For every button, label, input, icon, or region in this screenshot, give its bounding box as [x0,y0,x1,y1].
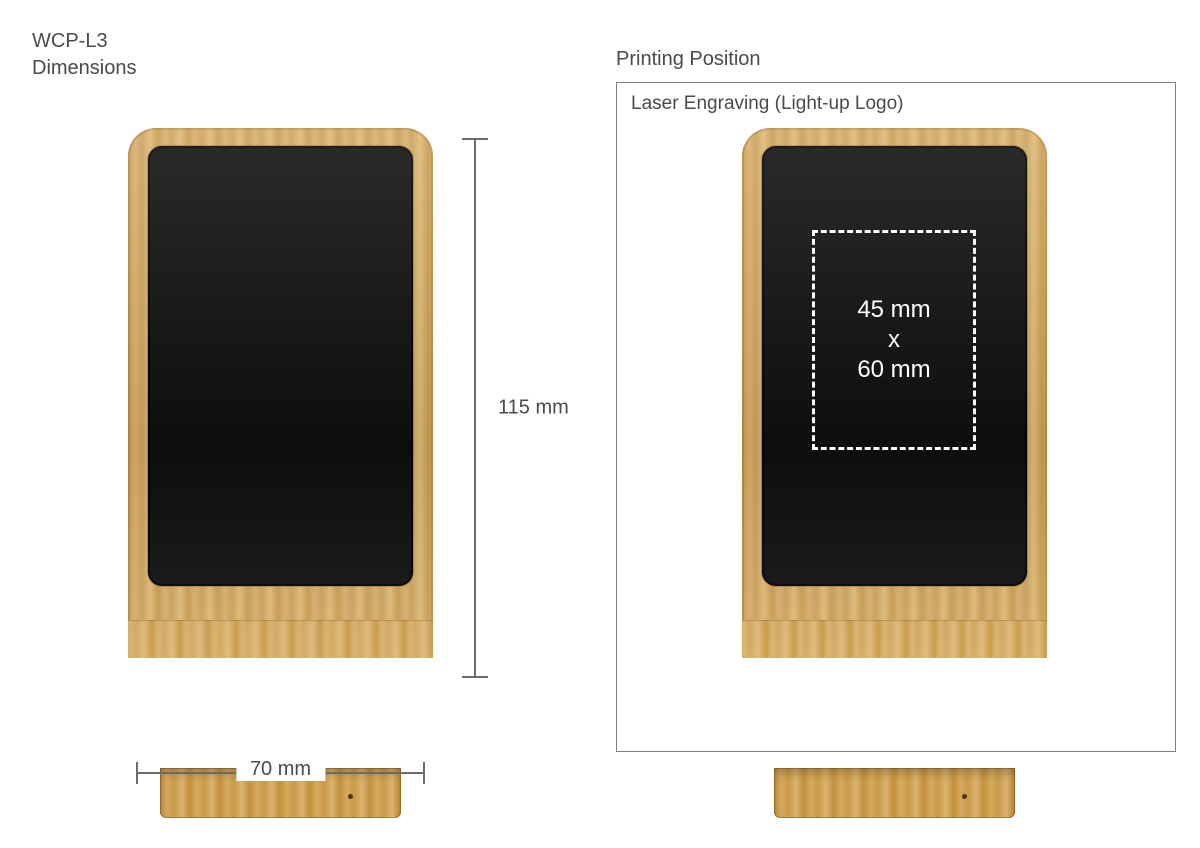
height-label: 115 mm [498,397,569,420]
height-dimension: 115 mm [458,128,492,688]
print-area-x: x [888,325,900,355]
header-left: WCP-L3 Dimensions [32,28,136,82]
product-left [128,128,433,750]
device-ledge [742,620,1047,658]
bracket-cap-icon [462,676,488,678]
bracket-line-icon [474,138,476,678]
device-body [128,128,433,658]
base-hole-icon [962,794,967,799]
printing-position-title: Printing Position [616,48,761,71]
print-area-dim-w: 45 mm [857,295,930,325]
width-label: 70 mm [236,758,325,781]
print-area-box: 45 mm x 60 mm [812,230,976,450]
product-code: WCP-L3 [32,28,136,55]
device-screen [148,146,413,586]
print-method-label: Laser Engraving (Light-up Logo) [631,93,904,115]
print-area-dim-h: 60 mm [857,355,930,385]
device-ledge [128,620,433,658]
device-base [774,768,1015,818]
dimensions-title: Dimensions [32,55,136,82]
width-dimension: 70 mm [128,762,433,802]
bracket-cap-icon [423,762,425,784]
